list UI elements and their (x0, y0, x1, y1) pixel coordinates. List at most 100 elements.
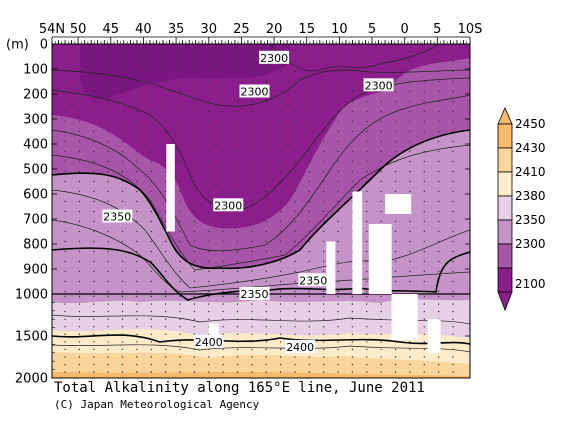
sample-dot (351, 160, 354, 163)
contour-label-0: 2300 (260, 52, 288, 65)
sample-dot (452, 280, 454, 283)
x-tick-label-12: 5 (433, 22, 441, 37)
sample-dot (409, 140, 411, 143)
sample-dot (265, 100, 267, 103)
sample-dot (423, 303, 425, 305)
sample-dot (64, 333, 66, 335)
sample-dot (136, 90, 138, 93)
sample-dot (452, 326, 454, 328)
sample-dot (409, 356, 411, 358)
sample-dot (423, 250, 425, 253)
sample-dot (78, 290, 81, 293)
sample-dot (208, 230, 210, 233)
sample-dot (323, 363, 325, 366)
sample-dot (323, 295, 325, 298)
sample-dot (179, 90, 181, 93)
sample-dot (380, 100, 382, 103)
sample-dot (380, 318, 382, 320)
sample-dot (438, 270, 440, 273)
sample-dot (208, 150, 210, 153)
gap-3 (368, 224, 392, 294)
sample-dot (150, 130, 152, 133)
sample-dot (179, 220, 181, 223)
sample-dot (337, 250, 339, 253)
sample-dot (294, 318, 296, 320)
sample-dot (438, 310, 440, 313)
sample-dot (294, 50, 296, 53)
sample-dot (351, 348, 354, 351)
sample-dot (279, 180, 282, 183)
sample-dot (208, 270, 210, 273)
sample-dot (150, 250, 152, 253)
sample-dot (193, 303, 196, 305)
sample-dot (236, 326, 239, 328)
sample-dot (279, 200, 282, 203)
gap-6 (208, 323, 219, 345)
sample-dot (323, 50, 325, 53)
sample-dot (136, 363, 138, 366)
sample-dot (366, 371, 368, 373)
sample-dot (150, 90, 152, 93)
sample-dot (208, 60, 210, 63)
sample-dot (279, 333, 282, 335)
sample-dot (279, 295, 282, 298)
sample-dot (337, 348, 339, 351)
sample-dot (150, 326, 152, 328)
colorbar-swatch-4 (497, 219, 513, 245)
sample-dot (265, 356, 267, 358)
sample-dot (64, 70, 66, 73)
sample-dot (121, 230, 124, 233)
sample-dot (121, 100, 124, 103)
sample-dot (366, 110, 368, 113)
sample-dot (136, 326, 138, 328)
sample-dot (222, 180, 224, 183)
sample-dot (93, 140, 95, 143)
sample-dot (78, 120, 81, 123)
sample-dot (337, 210, 339, 213)
sample-dot (452, 220, 454, 223)
sample-dot (251, 190, 253, 193)
sample-dot (150, 50, 152, 53)
sample-dot (107, 170, 109, 173)
sample-dot (193, 290, 196, 293)
sample-dot (438, 190, 440, 193)
sample-dot (366, 290, 368, 293)
sample-dot (121, 90, 124, 93)
sample-dot (394, 130, 397, 133)
sample-dot (337, 150, 339, 153)
sample-dot (423, 50, 425, 53)
sample-dot (164, 348, 167, 351)
sample-dot (394, 80, 397, 83)
sample-dot (251, 318, 253, 320)
sample-dot (179, 326, 181, 328)
sample-dot (394, 90, 397, 93)
sample-dot (78, 341, 81, 343)
sample-dot (394, 220, 397, 223)
sample-dot (222, 70, 224, 73)
sample-dot (380, 303, 382, 305)
sample-dot (351, 318, 354, 320)
sample-dot (236, 295, 239, 298)
sample-dot (366, 310, 368, 313)
sample-dot (150, 348, 152, 351)
sample-dot (164, 260, 167, 263)
sample-dot (121, 371, 124, 373)
sample-dot (366, 363, 368, 366)
sample-dot (150, 290, 152, 293)
sample-dot (164, 80, 167, 83)
sample-dot (366, 150, 368, 153)
sample-dot (337, 295, 339, 298)
sample-dot (164, 150, 167, 153)
sample-dot (179, 170, 181, 173)
sample-dot (236, 110, 239, 113)
sample-dot (179, 333, 181, 335)
contour-line-bold-2 (52, 334, 470, 345)
contour-label-3: 2300 (214, 199, 242, 212)
sample-dot (452, 170, 454, 173)
contour-label-bg (363, 78, 394, 92)
sample-dot (164, 318, 167, 320)
sample-dot (452, 318, 454, 320)
sample-dot (294, 310, 296, 313)
sample-dot (179, 341, 181, 343)
sample-dot (308, 50, 310, 53)
